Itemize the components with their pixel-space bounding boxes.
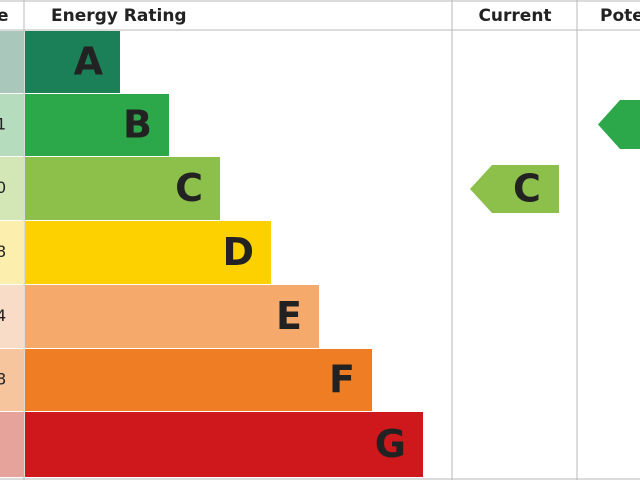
current-header: Current <box>478 6 551 26</box>
potential-header: Pote <box>600 6 640 26</box>
potential-arrow <box>598 100 640 149</box>
score-cell <box>0 412 24 477</box>
score-label: 8 <box>0 242 6 261</box>
band-letter: A <box>74 40 104 84</box>
score-cell <box>0 221 24 284</box>
band-letter: D <box>222 230 254 274</box>
band-letter: B <box>123 103 152 147</box>
rating-header: Energy Rating <box>51 6 187 26</box>
band-bar <box>25 94 169 156</box>
band-bar <box>25 285 319 348</box>
band-letter: C <box>175 166 203 210</box>
score-cell <box>0 31 24 93</box>
score-label: 0 <box>0 178 6 197</box>
current-arrow <box>470 165 559 213</box>
band-bar <box>25 31 120 93</box>
band-bar <box>25 412 423 477</box>
band-letter: G <box>375 422 406 466</box>
score-label: 4 <box>0 306 6 325</box>
score-label: 1 <box>0 115 6 134</box>
band-letter: E <box>276 294 302 338</box>
current-letter: C <box>513 167 541 211</box>
score-header: e <box>0 6 9 26</box>
score-cell <box>0 94 24 156</box>
band-bar <box>25 221 271 284</box>
band-letter: F <box>329 358 355 402</box>
score-cell <box>0 285 24 348</box>
score-cell <box>0 349 24 411</box>
score-cell <box>0 157 24 220</box>
score-label: 8 <box>0 370 6 389</box>
band-bar <box>25 349 372 411</box>
band-bar <box>25 157 220 220</box>
